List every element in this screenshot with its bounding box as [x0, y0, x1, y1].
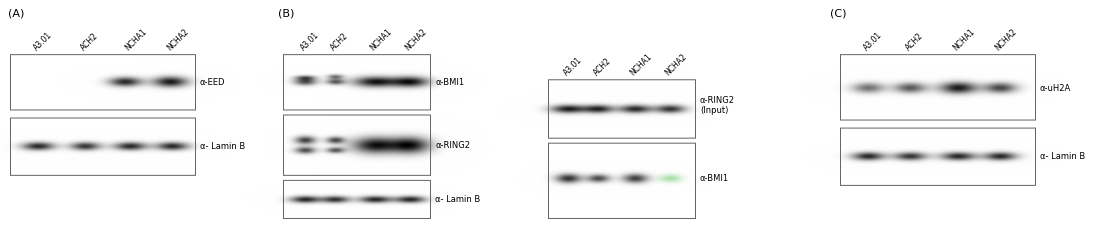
- Text: α-BMI1: α-BMI1: [700, 174, 729, 183]
- Text: α- Lamin B: α- Lamin B: [200, 142, 246, 150]
- Text: α- Lamin B: α- Lamin B: [435, 194, 480, 204]
- Text: (A): (A): [8, 8, 24, 18]
- Text: ACH2: ACH2: [328, 31, 349, 52]
- Text: α-uH2A: α-uH2A: [1040, 84, 1072, 93]
- Text: α-EED: α-EED: [200, 78, 226, 87]
- Text: A3.01: A3.01: [862, 30, 884, 52]
- Text: ACH2: ACH2: [79, 31, 100, 52]
- Text: NCHA2: NCHA2: [664, 52, 689, 77]
- Text: NCHA2: NCHA2: [404, 27, 429, 52]
- Text: ACH2: ACH2: [592, 56, 613, 77]
- Text: α-BMI1: α-BMI1: [435, 78, 465, 87]
- Text: (C): (C): [830, 8, 846, 18]
- Text: A3.01: A3.01: [32, 30, 54, 52]
- Text: α-RING2: α-RING2: [435, 141, 470, 150]
- Text: NCHA1: NCHA1: [951, 27, 977, 52]
- Text: ACH2: ACH2: [904, 31, 925, 52]
- Text: α-RING2
(Input): α-RING2 (Input): [700, 95, 735, 115]
- Text: NCHA1: NCHA1: [368, 27, 394, 52]
- Text: (B): (B): [278, 8, 294, 18]
- Text: A3.01: A3.01: [562, 55, 584, 77]
- Text: A3.01: A3.01: [299, 30, 321, 52]
- Text: NCHA2: NCHA2: [166, 27, 191, 52]
- Text: NCHA2: NCHA2: [993, 27, 1019, 52]
- Text: α- Lamin B: α- Lamin B: [1040, 152, 1085, 161]
- Text: NCHA1: NCHA1: [628, 52, 654, 77]
- Text: NCHA1: NCHA1: [124, 27, 149, 52]
